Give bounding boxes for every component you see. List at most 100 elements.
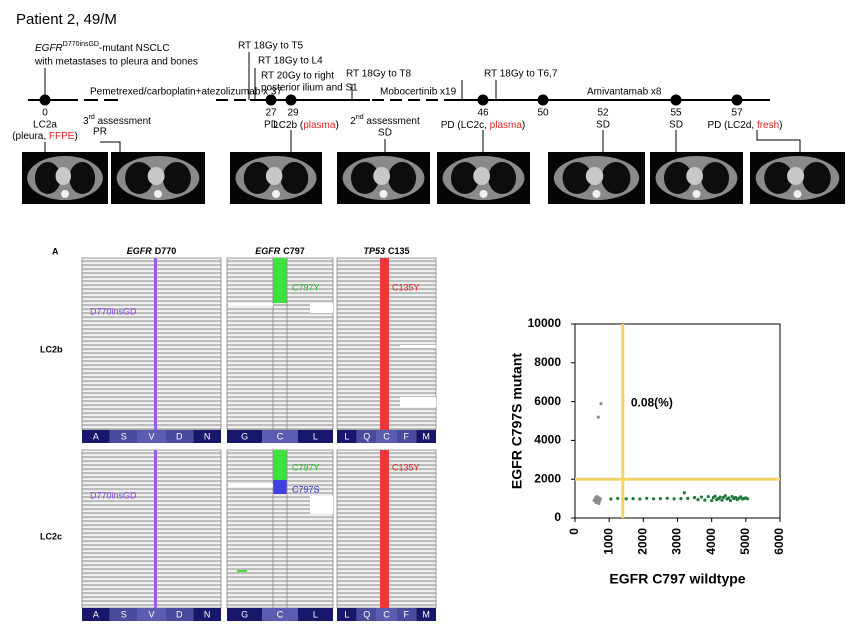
column-title: EGFR D770	[127, 246, 177, 256]
timepoint: 27	[265, 108, 277, 119]
plot-frame	[574, 323, 781, 519]
variant-label: C797Y	[292, 462, 320, 472]
read-gap	[228, 303, 273, 306]
variant-label: D770insGD	[90, 490, 137, 500]
row-label: LC2c	[40, 531, 62, 541]
residue-cell	[82, 608, 110, 621]
residue-cell	[193, 608, 221, 621]
gene: EGFR	[255, 246, 281, 256]
sample-label: PD (LC2c, plasma)	[441, 120, 526, 131]
residue-cell	[376, 608, 397, 621]
y-tick-label: 6000	[534, 394, 561, 408]
variant-track	[273, 258, 287, 303]
diagnosis-text: -mutant NSCLC	[99, 43, 170, 54]
position: D770	[155, 246, 177, 256]
residue-label: C	[277, 609, 284, 619]
timepoint: 57	[731, 108, 743, 119]
variant-label: C135Y	[392, 282, 420, 292]
label-part: assessment	[364, 116, 420, 127]
variant-track	[154, 258, 157, 430]
data-point	[739, 495, 743, 499]
x-tick-label: 2000	[636, 528, 650, 555]
data-point	[609, 497, 613, 501]
column-title: EGFR C797	[255, 246, 305, 256]
treatment: Pemetrexed/carboplatin+atezolizumab x 37	[90, 87, 282, 98]
position: C797	[283, 246, 305, 256]
title: Patient 2, 49/M	[16, 11, 117, 28]
x-tick-label: 4000	[704, 528, 718, 555]
gene: EGFR	[35, 43, 63, 54]
sample-label: (pleura, FFPE)	[12, 131, 78, 142]
residue-label: M	[422, 431, 430, 441]
y-tick-label: 4000	[534, 433, 561, 447]
ct-spine	[479, 190, 488, 198]
residue-label: S	[121, 431, 127, 441]
data-point	[710, 498, 714, 503]
data-point	[682, 491, 686, 495]
residue-cell	[227, 608, 263, 621]
residue-cell	[109, 608, 138, 621]
residue-label: C	[383, 431, 390, 441]
residue-cell	[416, 608, 436, 621]
data-point	[692, 496, 697, 500]
data-point	[686, 496, 690, 501]
residue-cell	[297, 430, 333, 443]
ct-image	[437, 152, 530, 204]
ct-lung	[243, 162, 272, 194]
y-tick-label: 8000	[534, 355, 561, 369]
radiotherapy: RT 18Gy to L4	[258, 56, 323, 67]
residue-cell	[109, 430, 138, 443]
label-part: PD (LC2c,	[441, 120, 490, 131]
read-pileup	[81, 257, 222, 431]
ct-heart	[686, 167, 704, 185]
assessment: 2nd assessment	[350, 114, 420, 127]
ct-lung	[562, 162, 592, 194]
data-point	[651, 497, 656, 501]
residue-cell	[297, 608, 333, 621]
data-point	[733, 495, 738, 500]
gene: EGFR	[127, 246, 153, 256]
read-pileup	[81, 449, 222, 609]
variant-track	[380, 258, 389, 430]
label-part: )	[335, 120, 338, 131]
ct-lung	[350, 162, 379, 194]
read-gap	[310, 303, 333, 313]
label-part: FFPE	[49, 131, 75, 142]
residue-label: L	[313, 609, 318, 619]
variant-label: D770insGD	[90, 306, 137, 316]
label-part: plasma	[490, 120, 523, 131]
ct-image	[22, 152, 108, 204]
ct-lung	[802, 162, 831, 194]
residue-label: A	[93, 609, 99, 619]
ct-spine	[592, 190, 601, 198]
data-point	[713, 494, 717, 498]
x-tick-label: 3000	[670, 528, 684, 555]
ct-heart	[373, 167, 391, 185]
data-point	[727, 496, 731, 500]
label-part: )	[74, 131, 77, 142]
assessment: 3rd assessment	[83, 114, 151, 127]
label-part: nd	[356, 114, 364, 121]
data-point	[665, 496, 669, 500]
residue-label: F	[404, 609, 410, 619]
residue-cell	[165, 430, 194, 443]
label-part: )	[779, 120, 782, 131]
residue-cell	[193, 430, 221, 443]
residue-label: N	[204, 609, 211, 619]
ct-image	[650, 152, 743, 204]
residue-label: V	[148, 431, 154, 441]
timepoint: 29	[287, 108, 299, 119]
residue-label: L	[344, 431, 349, 441]
residue-cell	[82, 430, 110, 443]
data-point	[594, 500, 598, 505]
response: PR	[93, 127, 107, 138]
data-point	[658, 497, 663, 501]
residue-cell	[137, 608, 166, 621]
ct-spine	[272, 190, 280, 198]
x-tick-label: 1000	[601, 528, 615, 555]
residue-label: L	[344, 609, 349, 619]
data-point	[596, 415, 600, 419]
x-tick-label: 5000	[738, 528, 752, 555]
